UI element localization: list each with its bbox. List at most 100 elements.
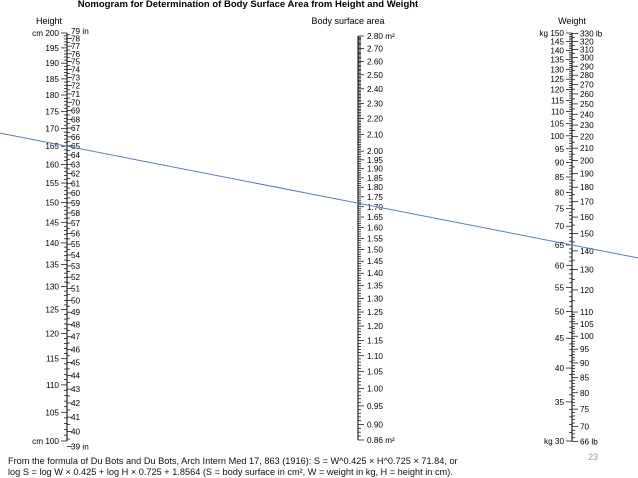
- bsa-label: 1.20: [367, 322, 383, 331]
- height-in-label: 78: [71, 35, 81, 44]
- weight-kg-label: 110: [551, 108, 564, 117]
- weight-kg-label: 50: [555, 308, 565, 317]
- weight-kg-label: 100: [550, 132, 564, 141]
- height-cm-label: 155: [45, 179, 59, 188]
- bsa-label: 1.65: [367, 213, 383, 222]
- weight-heading: Weight: [558, 16, 586, 26]
- height-in-label: 53: [71, 262, 81, 271]
- height-heading: Height: [36, 16, 63, 26]
- weight-kg-label: 35: [555, 398, 565, 407]
- weight-kg-label: 65: [555, 241, 565, 250]
- weight-kg-label: 145: [550, 38, 564, 47]
- weight-lb-label: 160: [580, 213, 594, 222]
- weight-lb-label: 120: [580, 286, 594, 295]
- bsa-label: 0.90: [367, 420, 383, 429]
- height-in-label: 49: [71, 308, 81, 317]
- height-in-label: 65: [71, 142, 81, 151]
- height-in-label: 63: [71, 160, 81, 169]
- height-cm-label: cm 200: [32, 29, 59, 38]
- bsa-label: 1.10: [367, 352, 383, 361]
- slide-number: 23: [588, 452, 599, 462]
- weight-lb-label: 100: [580, 332, 594, 341]
- height-cm-label: 140: [45, 239, 59, 248]
- height-in-label: 62: [71, 170, 81, 179]
- footnote-line-2: log S = log W × 0.425 + log H × 0.725 + …: [8, 467, 453, 477]
- weight-kg-label: 135: [550, 56, 564, 65]
- height-in-label: 52: [71, 273, 81, 282]
- weight-lb-label: 66 lb: [580, 438, 598, 447]
- height-in-label: 40: [71, 428, 81, 437]
- weight-lb-label: 220: [580, 132, 594, 141]
- weight-lb-label: 90: [580, 359, 590, 368]
- bsa-label: 1.50: [367, 246, 383, 255]
- weight-lb-label: 130: [580, 266, 594, 275]
- bsa-label: 1.05: [367, 368, 383, 377]
- weight-lb-label: 280: [580, 71, 594, 80]
- weight-kg-label: 105: [550, 119, 564, 128]
- weight-lb-label: 180: [580, 183, 594, 192]
- bsa-label: 1.95: [367, 156, 383, 165]
- bsa-label: 2.60: [367, 57, 383, 66]
- weight-lb-label: 170: [580, 198, 594, 207]
- bsa-heading: Body surface area: [311, 16, 384, 26]
- bsa-label: 2.50: [367, 71, 383, 80]
- weight-kg-label: 95: [555, 145, 565, 154]
- weight-kg-label: 140: [550, 46, 564, 55]
- weight-lb-label: 250: [580, 100, 594, 109]
- weight-kg-label: 60: [555, 261, 565, 270]
- height-cm-label: cm 100: [32, 437, 59, 446]
- example-reading-line: [0, 132, 638, 259]
- chart-title: Nomogram for Determination of Body Surfa…: [78, 0, 419, 10]
- bsa-label: 1.90: [367, 165, 383, 174]
- height-cm-label: 190: [45, 59, 59, 68]
- height-in-label: 59: [71, 199, 81, 208]
- bsa-label: 1.55: [367, 234, 383, 243]
- weight-lb-label: 300: [580, 54, 594, 63]
- weight-kg-label: 75: [555, 205, 565, 214]
- weight-lb-label: 80: [580, 389, 590, 398]
- weight-lb-label: 230: [580, 121, 594, 130]
- height-in-label: 46: [71, 345, 81, 354]
- height-in-label: 41: [71, 413, 81, 422]
- height-cm-label: 120: [45, 330, 59, 339]
- bsa-label: 1.30: [367, 295, 383, 304]
- weight-lb-label: 330 lb: [580, 30, 603, 39]
- height-in-label: 77: [71, 42, 81, 51]
- weight-lb-label: 105: [580, 320, 594, 329]
- weight-kg-label: 130: [550, 65, 564, 74]
- height-in-label: 60: [71, 189, 81, 198]
- bsa-label: 0.95: [367, 402, 383, 411]
- weight-kg-label: kg 150: [539, 29, 564, 38]
- bsa-label: 1.25: [367, 308, 383, 317]
- weight-lb-label: 95: [580, 345, 590, 354]
- height-in-label: 76: [71, 50, 81, 59]
- height-in-label: 79 in: [71, 27, 89, 36]
- weight-lb-label: 110: [580, 308, 593, 317]
- bsa-label: 2.30: [367, 99, 383, 108]
- weight-kg-label: 90: [555, 158, 565, 167]
- bsa-label: 1.35: [367, 282, 383, 291]
- height-cm-label: 145: [45, 218, 59, 227]
- height-cm-label: 175: [45, 108, 59, 117]
- weight-lb-label: 240: [580, 110, 594, 119]
- height-in-label: 73: [71, 74, 81, 83]
- bsa-label: 2.70: [367, 44, 383, 53]
- weight-kg-label: 55: [555, 283, 565, 292]
- height-in-label: 68: [71, 115, 81, 124]
- height-in-label: 51: [71, 285, 81, 294]
- height-cm-label: 195: [45, 44, 59, 53]
- height-cm-label: 130: [45, 283, 59, 292]
- bsa-label: 0.86 m²: [367, 436, 395, 445]
- height-cm-label: 125: [45, 306, 59, 315]
- height-in-label: 45: [71, 358, 81, 367]
- bsa-label: 1.80: [367, 183, 383, 192]
- weight-lb-label: 70: [580, 423, 590, 432]
- height-in-label: 66: [71, 133, 81, 142]
- bsa-label: 1.75: [367, 193, 383, 202]
- height-in-label: 56: [71, 230, 81, 239]
- footnote-line-1: From the formula of Du Bots and Du Bots,…: [8, 456, 458, 466]
- height-in-label: 69: [71, 107, 81, 116]
- weight-lb-label: 190: [580, 169, 594, 178]
- height-cm-label: 150: [45, 198, 59, 207]
